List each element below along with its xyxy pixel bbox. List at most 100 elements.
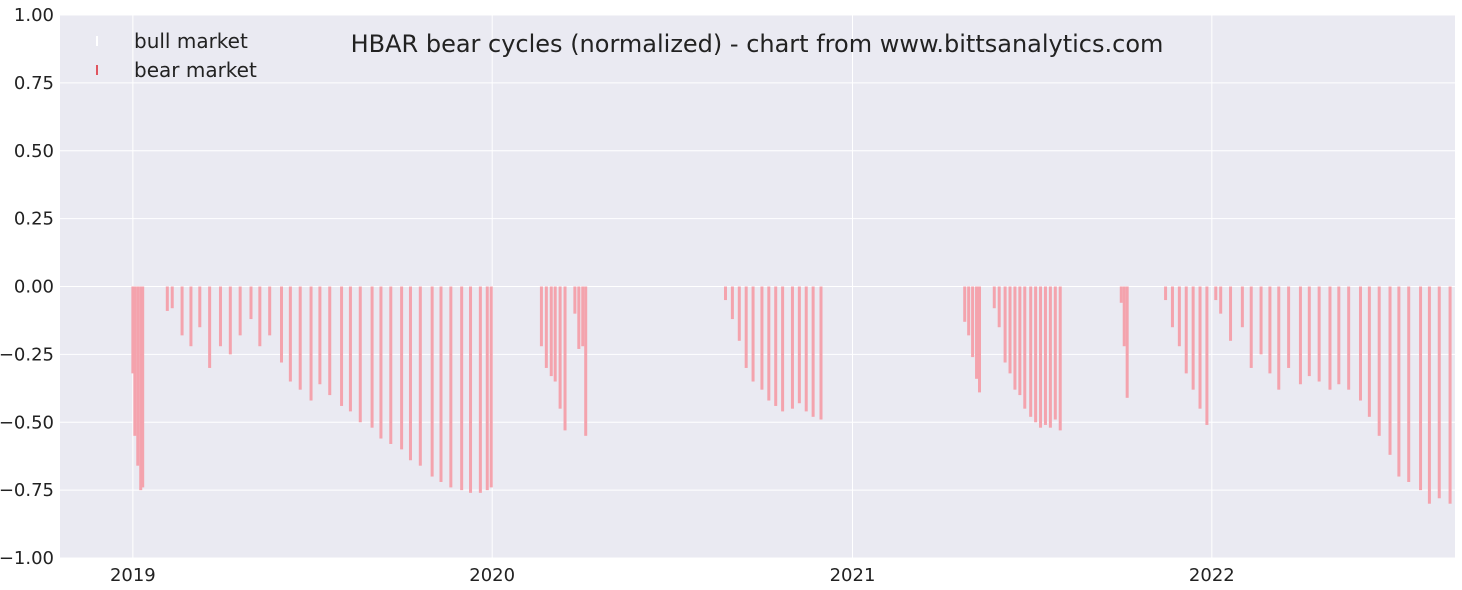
bear-market-bar (430, 286, 434, 477)
bear-market-bar (1249, 286, 1253, 368)
bear-market-bar (797, 286, 801, 404)
bear-market-bar (1317, 286, 1321, 382)
bear-market-bar (819, 286, 823, 420)
bear-market-bar (1448, 286, 1452, 504)
bear-market-bar (139, 286, 143, 491)
bear-market-bar (408, 286, 412, 461)
bear-market-bar (724, 286, 728, 301)
bear-market-bar (1177, 286, 1181, 347)
x-tick-label: 2020 (469, 565, 515, 586)
bear-market-bar (1214, 286, 1218, 301)
y-axis-tick-labels: 1.00 0.75 0.50 0.25 0.00 −0.25 −0.50 −0.75 −1.00 (0, 5, 54, 569)
bear-market-bar (1119, 286, 1123, 303)
bear-market-bar (136, 286, 140, 466)
bear-market-bar (340, 286, 344, 406)
bear-market-bar (1240, 286, 1244, 328)
bear-market-bars (131, 286, 1452, 504)
bear-market-bar (489, 286, 493, 488)
bear-market-bar (563, 286, 567, 431)
bear-market-bar (1437, 286, 1441, 499)
bear-market-bar (1367, 286, 1371, 417)
bear-market-bar (1058, 286, 1062, 431)
bear-market-bar (370, 286, 374, 428)
bear-market-bar (258, 286, 262, 347)
bear-market-bar (977, 286, 981, 393)
bear-market-bar (1427, 286, 1431, 504)
bear-market-bar (549, 286, 553, 377)
bear-market-bar (1023, 286, 1027, 409)
bear-market-bar (1277, 286, 1281, 390)
legend: bull market bear market (96, 29, 257, 82)
bear-market-bar (309, 286, 313, 401)
bear-market-bar (379, 286, 383, 439)
bear-market-bar (318, 286, 322, 385)
bear-market-bar (1205, 286, 1209, 425)
bear-market-bar (449, 286, 453, 488)
bear-market-bar (478, 286, 482, 493)
bear-market-bar (418, 286, 422, 466)
bear-market-bar (131, 286, 135, 374)
chart-title: HBAR bear cycles (normalized) - chart fr… (351, 30, 1164, 58)
bear-market-bar (189, 286, 193, 347)
bear-market-bar (165, 286, 169, 311)
bear-market-bar (1328, 286, 1332, 390)
bear-market-bar (1048, 286, 1052, 428)
bear-market-bar (1122, 286, 1126, 347)
bear-market-bar (348, 286, 352, 412)
bear-market-bar (1013, 286, 1017, 390)
y-tick-label: 1.00 (14, 5, 54, 26)
bear-market-bar (1287, 286, 1291, 368)
legend-label: bear market (134, 58, 257, 82)
bear-market-bar (581, 286, 585, 347)
bear-market-bar (1018, 286, 1022, 396)
bear-market-bar (198, 286, 202, 328)
bear-market-bar (1053, 286, 1057, 420)
bear-market-bar (767, 286, 771, 401)
bear-market-bar (811, 286, 815, 417)
bear-market-bar (774, 286, 778, 406)
bear-market-bar (737, 286, 741, 341)
bear-market-bar (1337, 286, 1341, 385)
bear-market-bar (1164, 286, 1168, 301)
bear-market-bar (1125, 286, 1129, 398)
bear-market-bar (268, 286, 272, 336)
bear-market-bar (1419, 286, 1423, 491)
bear-market-bar (1307, 286, 1311, 377)
bear-market-bar (218, 286, 222, 347)
bear-market-bar (997, 286, 1001, 328)
bear-market-bar (1298, 286, 1302, 385)
bear-market-bar (1397, 286, 1401, 477)
bear-market-bar (760, 286, 764, 390)
bear-market-bar (544, 286, 548, 368)
bear-market-bar (328, 286, 332, 396)
bear-market-bar (1191, 286, 1195, 390)
bear-market-bar (1003, 286, 1007, 363)
x-tick-label: 2022 (1189, 565, 1235, 586)
x-tick-label: 2021 (830, 565, 876, 586)
y-tick-label: −1.00 (0, 548, 54, 569)
bear-market-bar (358, 286, 362, 423)
bear-market-bar (133, 286, 137, 436)
bear-market-bar (975, 286, 979, 379)
bear-market-bar (971, 286, 975, 358)
bear-market-bar (781, 286, 785, 412)
bear-market-bar (553, 286, 557, 382)
bear-market-bar (1259, 286, 1263, 355)
bear-market-bar (1039, 286, 1043, 428)
bear-market-bar (180, 286, 184, 336)
bear-market-bar (1407, 286, 1411, 482)
bear-market-bar (577, 286, 581, 349)
bear-market-bar (1034, 286, 1038, 423)
bear-market-bar (288, 286, 292, 382)
bear-market-bar (400, 286, 404, 450)
x-axis-tick-labels: 2019 2020 2021 2022 (110, 565, 1235, 586)
y-tick-label: −0.50 (0, 412, 54, 433)
bear-market-bar (485, 286, 489, 491)
bear-market-bar (389, 286, 393, 444)
bear-market-bar (1388, 286, 1392, 455)
bear-market-bar (439, 286, 443, 482)
bear-market-bar (141, 286, 145, 488)
y-tick-label: −0.75 (0, 480, 54, 501)
bear-market-bar (298, 286, 302, 390)
